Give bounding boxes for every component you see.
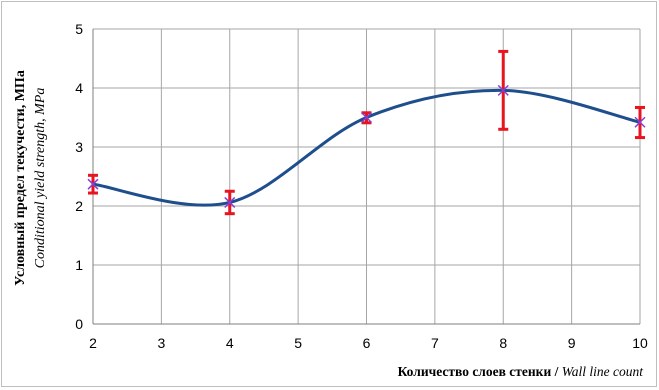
marker-stroke [634,116,646,128]
data-markers [87,84,646,208]
y-tick-label: 5 [75,21,83,37]
x-tick-label: 3 [157,335,165,351]
y-axis-title: Условный предел текучести, МПа [13,70,28,286]
x-axis-ticks: 2 3 4 5 6 7 8 9 10 [89,335,648,351]
x-tick-label: 6 [363,335,371,351]
x-tick-label: 5 [294,335,302,351]
data-point-marker [224,196,236,208]
x-tick-label: 4 [226,335,234,351]
y-tick-label: 2 [75,198,83,214]
marker-stroke [87,178,99,190]
data-point-marker [87,178,99,190]
y-tick-label: 3 [75,139,83,155]
grid-lines [92,28,641,325]
x-tick-label: 2 [89,335,97,351]
x-tick-label: 9 [568,335,576,351]
marker-stroke [497,84,509,96]
x-tick-label: 7 [431,335,439,351]
x-axis-title-english: Wall line count [562,364,644,379]
y-axis-title-english: Conditional yield strength, MPa [33,88,48,269]
x-tick-label: 10 [632,335,648,351]
x-axis-title: Количество слоев стенки / Wall line coun… [398,364,645,379]
x-axis-title-russian: Количество слоев стенки / [398,364,562,379]
marker-stroke [224,196,236,208]
marker-stroke [360,111,373,124]
x-tick-label: 8 [499,335,507,351]
y-tick-label: 4 [75,80,83,96]
y-tick-label: 1 [75,257,83,273]
y-tick-label: 0 [75,316,83,332]
data-point-marker [497,84,509,96]
data-point-marker [634,116,646,128]
data-point-marker [360,111,373,124]
y-axis-ticks: 0 1 2 3 4 5 [75,21,83,332]
